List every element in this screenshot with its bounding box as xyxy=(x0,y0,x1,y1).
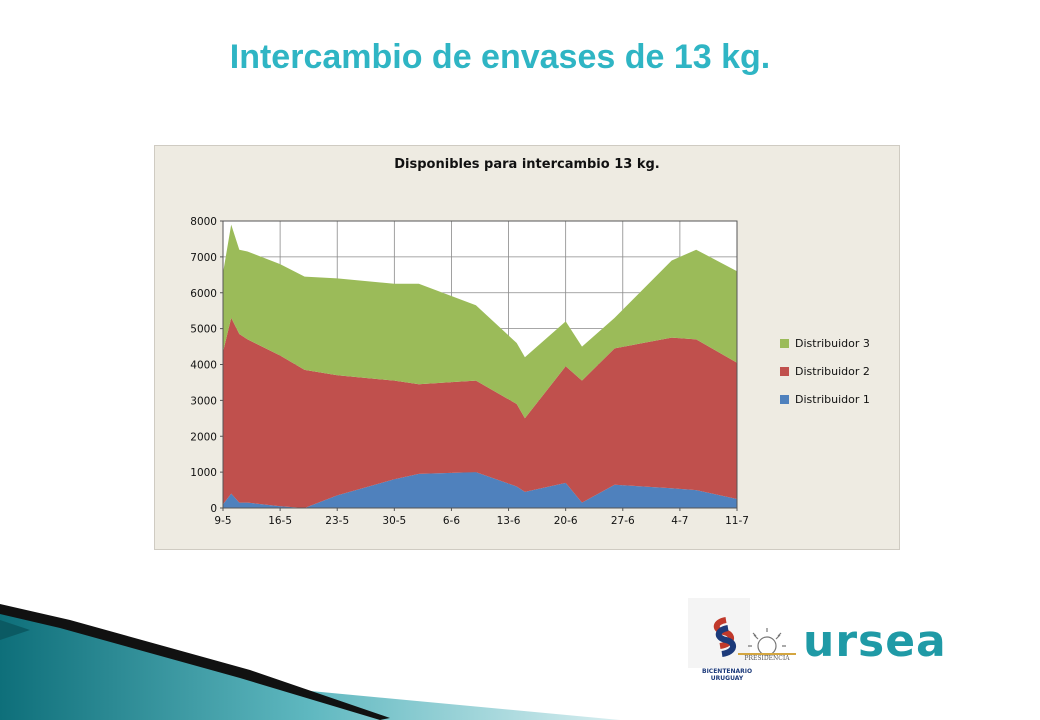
legend-swatch-distribuidor-3 xyxy=(780,338,789,348)
legend-label-distribuidor-3: Distribuidor 3 xyxy=(795,336,870,350)
ursea-logo: ursea xyxy=(803,616,947,667)
y-tick-label: 1000 xyxy=(190,467,217,479)
x-tick-label: 9-5 xyxy=(214,515,231,527)
y-tick-label: 8000 xyxy=(190,216,217,228)
legend-item-distribuidor-2: Distribuidor 2 xyxy=(780,357,870,385)
y-tick-label: 5000 xyxy=(190,324,217,336)
slide-title: Intercambio de envases de 13 kg. xyxy=(229,38,771,76)
logos-area: BICENTENARIO URUGUAY PRESIDENCIA ursea xyxy=(668,598,988,708)
y-tick-label: 2000 xyxy=(190,431,217,443)
x-tick-label: 30-5 xyxy=(382,515,406,527)
legend-item-distribuidor-1: Distribuidor 1 xyxy=(780,385,870,413)
x-tick-label: 20-6 xyxy=(554,515,578,527)
bicentenario-text: BICENTENARIO URUGUAY xyxy=(702,668,753,682)
x-tick-label: 27-6 xyxy=(611,515,635,527)
legend-swatch-distribuidor-2 xyxy=(780,366,789,376)
decorative-swoosh xyxy=(0,604,620,720)
chart-legend: Distribuidor 3 Distribuidor 2 Distribuid… xyxy=(780,329,870,413)
area-series-distribuidor-3 xyxy=(223,224,737,419)
x-tick-label: 13-6 xyxy=(497,515,521,527)
area-series-distribuidor-2 xyxy=(223,317,737,508)
legend-swatch-distribuidor-1 xyxy=(780,394,789,404)
x-tick-label: 6-6 xyxy=(443,515,460,527)
x-tick-label: 11-7 xyxy=(725,515,749,527)
y-tick-label: 6000 xyxy=(190,288,217,300)
area-chart: 0 1000 2000 3000 4000 5000 6000 7000 8000 9-5 16-5… xyxy=(190,216,749,527)
x-tick-label: 16-5 xyxy=(268,515,292,527)
legend-label-distribuidor-1: Distribuidor 1 xyxy=(795,392,870,406)
chart-title: Disponibles para intercambio 13 kg. xyxy=(394,157,660,172)
presidencia-emblem xyxy=(738,628,796,656)
x-tick-label: 23-5 xyxy=(325,515,349,527)
presidencia-text: PRESIDENCIA xyxy=(744,655,790,662)
y-tick-label: 7000 xyxy=(190,252,217,264)
legend-item-distribuidor-3: Distribuidor 3 xyxy=(780,329,870,357)
bicentenario-logo: BICENTENARIO URUGUAY xyxy=(688,598,753,696)
area-series-distribuidor-1 xyxy=(223,472,737,508)
x-tick-label: 4-7 xyxy=(671,515,688,527)
chart-container: 0 1000 2000 3000 4000 5000 6000 7000 8000 9-5 16-5… xyxy=(154,145,900,550)
ursea-logo-text: ursea xyxy=(803,616,947,667)
y-tick-label: 3000 xyxy=(190,395,217,407)
y-tick-label: 4000 xyxy=(190,360,217,372)
y-tick-label: 0 xyxy=(210,503,217,515)
legend-label-distribuidor-2: Distribuidor 2 xyxy=(795,364,870,378)
